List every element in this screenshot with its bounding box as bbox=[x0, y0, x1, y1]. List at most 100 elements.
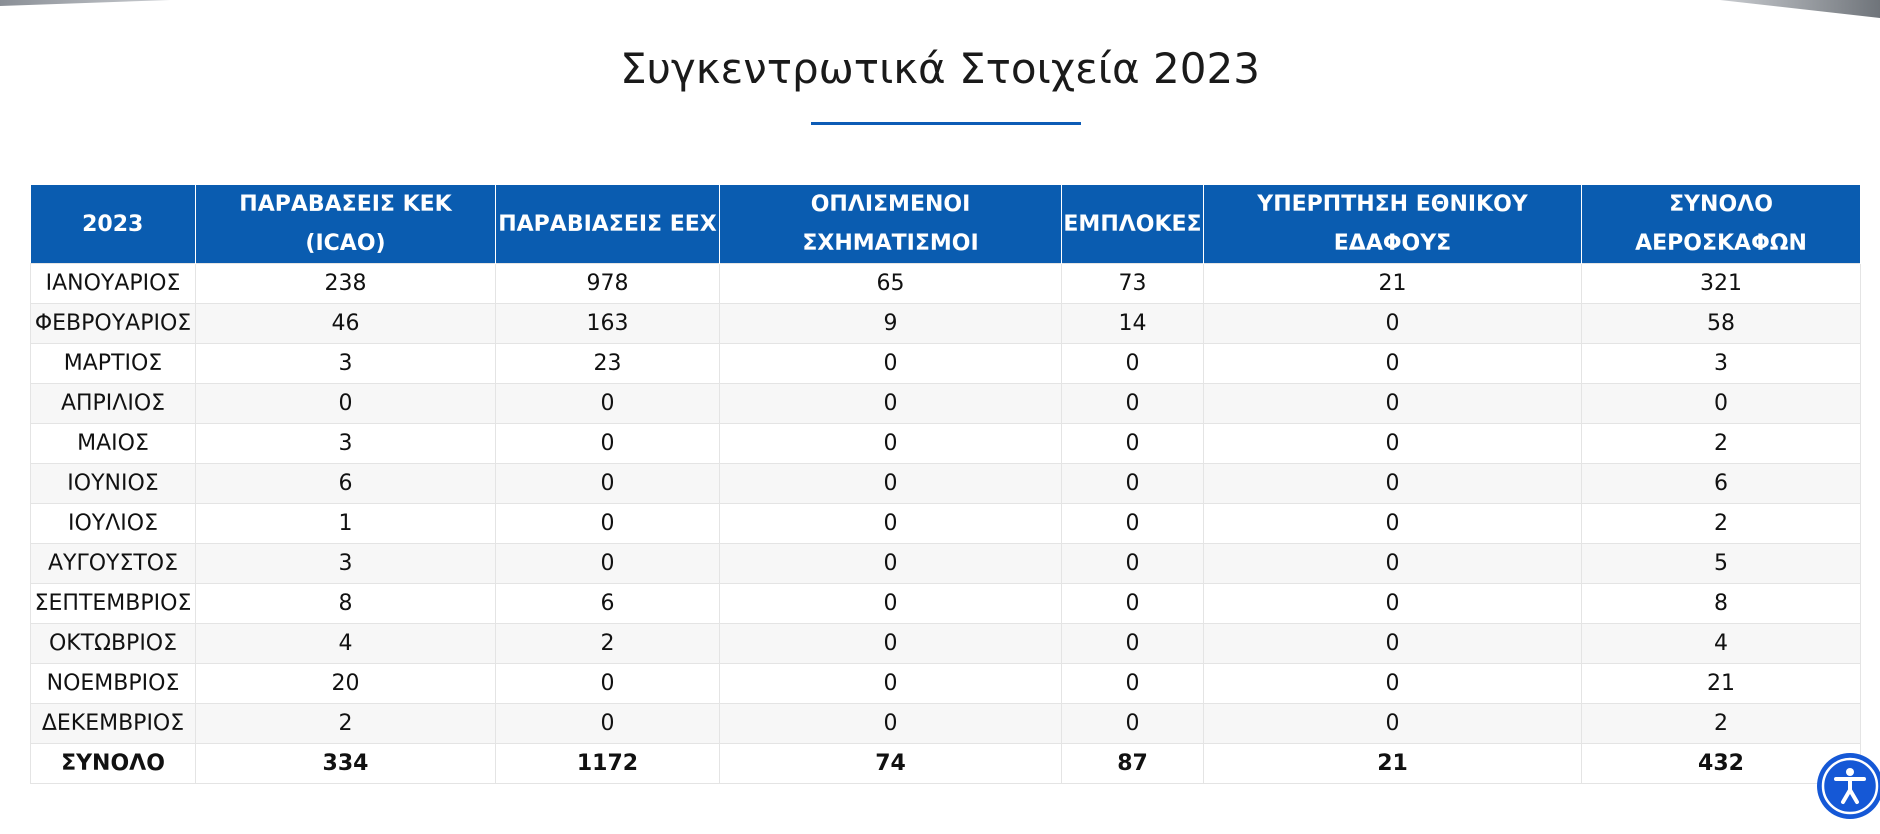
cell: 0 bbox=[719, 383, 1062, 424]
cell: 0 bbox=[495, 503, 720, 544]
cell: 163 bbox=[495, 303, 720, 344]
month-cell: ΙΑΝΟΥΑΡΙΟΣ bbox=[30, 263, 196, 304]
total-cell: 74 bbox=[719, 743, 1062, 784]
cell: 0 bbox=[1203, 583, 1582, 624]
stats-table: 2023 ΠΑΡΑΒΑΣΕΙΣ ΚΕΚ (ICAO) ΠΑΡΑΒΙΑΣΕΙΣ ΕΕΧ… bbox=[30, 185, 1861, 784]
cell: 8 bbox=[195, 583, 496, 624]
table-row: ΣΕΠΤΕΜΒΡΙΟΣ 8 6 0 0 0 8 bbox=[30, 583, 1861, 624]
cell: 0 bbox=[719, 703, 1062, 744]
page-title: Συγκεντρωτικά Στοιχεία 2023 bbox=[620, 44, 1260, 93]
table-row: ΜΑΡΤΙΟΣ 3 23 0 0 0 3 bbox=[30, 343, 1861, 384]
cell: 238 bbox=[195, 263, 496, 304]
cell: 0 bbox=[1203, 383, 1582, 424]
table-row: ΑΠΡΙΛΙΟΣ 0 0 0 0 0 0 bbox=[30, 383, 1861, 424]
cell: 20 bbox=[195, 663, 496, 704]
month-cell: ΦΕΒΡΟΥΑΡΙΟΣ bbox=[30, 303, 196, 344]
cell: 0 bbox=[495, 463, 720, 504]
cell: 73 bbox=[1061, 263, 1204, 304]
cell: 0 bbox=[1203, 543, 1582, 584]
table-body: ΙΑΝΟΥΑΡΙΟΣ 238 978 65 73 21 321 ΦΕΒΡΟΥΑΡΙΟΣ 46 16… bbox=[30, 263, 1861, 784]
cell: 0 bbox=[1061, 503, 1204, 544]
cell: 0 bbox=[1061, 623, 1204, 664]
cell: 3 bbox=[195, 423, 496, 464]
cell: 21 bbox=[1581, 663, 1861, 704]
cell: 4 bbox=[1581, 623, 1861, 664]
cell: 2 bbox=[1581, 503, 1861, 544]
table-row: ΝΟΕΜΒΡΙΟΣ 20 0 0 0 0 21 bbox=[30, 663, 1861, 704]
month-cell: ΑΠΡΙΛΙΟΣ bbox=[30, 383, 196, 424]
cell: 1 bbox=[195, 503, 496, 544]
cell: 0 bbox=[719, 583, 1062, 624]
cell: 0 bbox=[719, 343, 1062, 384]
cell: 0 bbox=[719, 463, 1062, 504]
cell: 0 bbox=[719, 623, 1062, 664]
cell: 0 bbox=[495, 663, 720, 704]
cell: 46 bbox=[195, 303, 496, 344]
month-cell: ΙΟΥΛΙΟΣ bbox=[30, 503, 196, 544]
cell: 0 bbox=[719, 543, 1062, 584]
total-label: ΣΥΝΟΛΟ bbox=[30, 743, 196, 784]
cell: 5 bbox=[1581, 543, 1861, 584]
cell: 0 bbox=[495, 423, 720, 464]
cell: 6 bbox=[195, 463, 496, 504]
total-cell: 21 bbox=[1203, 743, 1582, 784]
table-row: ΙΟΥΛΙΟΣ 1 0 0 0 0 2 bbox=[30, 503, 1861, 544]
total-cell: 432 bbox=[1581, 743, 1861, 784]
cell: 3 bbox=[195, 543, 496, 584]
total-cell: 1172 bbox=[495, 743, 720, 784]
column-header: ΕΜΠΛΟΚΕΣ bbox=[1061, 185, 1204, 264]
cell: 0 bbox=[1203, 703, 1582, 744]
cell: 2 bbox=[1581, 423, 1861, 464]
column-header: ΟΠΛΙΣΜΕΝΟΙ ΣΧΗΜΑΤΙΣΜΟΙ bbox=[719, 185, 1062, 264]
table-row: ΙΑΝΟΥΑΡΙΟΣ 238 978 65 73 21 321 bbox=[30, 263, 1861, 304]
table-row: ΦΕΒΡΟΥΑΡΙΟΣ 46 163 9 14 0 58 bbox=[30, 303, 1861, 344]
total-cell: 334 bbox=[195, 743, 496, 784]
cell: 0 bbox=[719, 423, 1062, 464]
cell: 14 bbox=[1061, 303, 1204, 344]
cell: 0 bbox=[1203, 663, 1582, 704]
cell: 2 bbox=[195, 703, 496, 744]
cell: 0 bbox=[495, 383, 720, 424]
column-header: ΥΠΕΡΠΤΗΣΗ ΕΘΝΙΚΟΥ ΕΔΑΦΟΥΣ bbox=[1203, 185, 1582, 264]
cell: 0 bbox=[1203, 343, 1582, 384]
cell: 3 bbox=[1581, 343, 1861, 384]
month-cell: ΜΑΡΤΙΟΣ bbox=[30, 343, 196, 384]
cell: 9 bbox=[719, 303, 1062, 344]
column-header: 2023 bbox=[30, 185, 196, 264]
total-cell: 87 bbox=[1061, 743, 1204, 784]
decoration bbox=[0, 0, 170, 6]
month-cell: ΟΚΤΩΒΡΙΟΣ bbox=[30, 623, 196, 664]
cell: 6 bbox=[495, 583, 720, 624]
cell: 0 bbox=[1061, 703, 1204, 744]
table-row: ΙΟΥΝΙΟΣ 6 0 0 0 0 6 bbox=[30, 463, 1861, 504]
cell: 3 bbox=[195, 343, 496, 384]
cell: 8 bbox=[1581, 583, 1861, 624]
month-cell: ΔΕΚΕΜΒΡΙΟΣ bbox=[30, 703, 196, 744]
accessibility-button[interactable] bbox=[1816, 752, 1880, 820]
total-row: ΣΥΝΟΛΟ 334 1172 74 87 21 432 bbox=[30, 743, 1861, 784]
cell: 0 bbox=[719, 503, 1062, 544]
column-header: ΠΑΡΑΒΙΑΣΕΙΣ ΕΕΧ bbox=[495, 185, 720, 264]
cell: 0 bbox=[719, 663, 1062, 704]
cell: 0 bbox=[1203, 623, 1582, 664]
cell: 978 bbox=[495, 263, 720, 304]
cell: 0 bbox=[1581, 383, 1861, 424]
cell: 0 bbox=[1061, 383, 1204, 424]
month-cell: ΜΑΙΟΣ bbox=[30, 423, 196, 464]
column-header: ΠΑΡΑΒΑΣΕΙΣ ΚΕΚ (ICAO) bbox=[195, 185, 496, 264]
month-cell: ΑΥΓΟΥΣΤΟΣ bbox=[30, 543, 196, 584]
cell: 2 bbox=[495, 623, 720, 664]
cell: 0 bbox=[1061, 663, 1204, 704]
cell: 2 bbox=[1581, 703, 1861, 744]
cell: 23 bbox=[495, 343, 720, 384]
cell: 0 bbox=[1203, 463, 1582, 504]
table-row: ΜΑΙΟΣ 3 0 0 0 0 2 bbox=[30, 423, 1861, 464]
cell: 0 bbox=[1061, 543, 1204, 584]
cell: 0 bbox=[1061, 423, 1204, 464]
cell: 321 bbox=[1581, 263, 1861, 304]
month-cell: ΝΟΕΜΒΡΙΟΣ bbox=[30, 663, 196, 704]
table-row: ΑΥΓΟΥΣΤΟΣ 3 0 0 0 0 5 bbox=[30, 543, 1861, 584]
cell: 0 bbox=[1061, 463, 1204, 504]
cell: 0 bbox=[1061, 343, 1204, 384]
